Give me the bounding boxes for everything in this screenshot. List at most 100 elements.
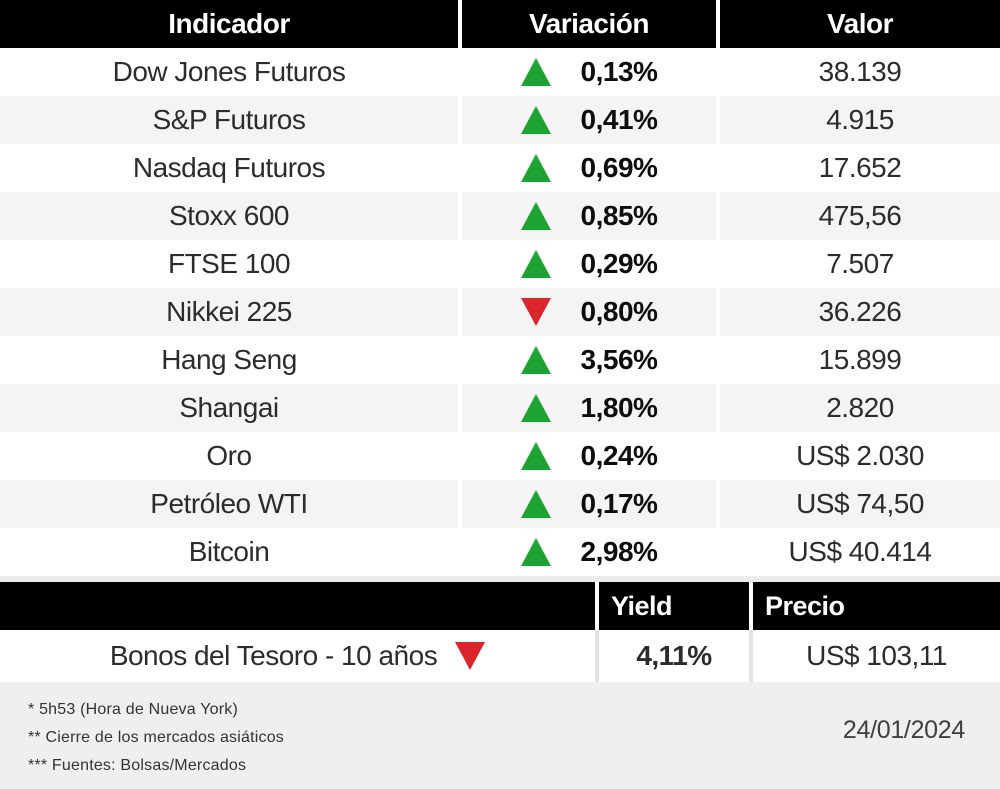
column-separator [595,582,599,630]
table-row: Dow Jones Futuros 0,13% 38.139 [0,48,1000,96]
column-separator [716,0,720,48]
variation-cell: 0,69% [462,144,716,192]
indicator-value: US$ 74,50 [796,488,924,519]
indicator-name: Shangai [179,392,279,423]
variation-value: 0,41% [580,104,658,135]
indicator-name: FTSE 100 [167,248,291,279]
up-triangle-icon [520,538,551,566]
column-separator [716,96,720,144]
variation-cell: 0,13% [462,48,716,96]
down-triangle-icon [520,298,551,326]
indicator-name: Nikkei 225 [166,296,292,327]
header-variacion: Variación [528,8,650,39]
indicator-value: 17.652 [818,152,902,183]
column-separator [749,630,753,682]
indicator-value: 38.139 [818,56,902,87]
column-separator [716,240,720,288]
up-triangle-icon [520,394,551,422]
indicator-name: Petróleo WTI [150,488,308,519]
column-separator [458,288,462,336]
up-triangle-icon [520,346,551,374]
variation-cell: 0,41% [462,96,716,144]
indicator-name: Oro [206,440,252,471]
indicator-value: 475,56 [818,200,902,231]
column-separator [716,528,720,576]
variation-cell: 0,17% [462,480,716,528]
indicator-name: Stoxx 600 [168,200,290,231]
down-triangle-icon [455,642,486,670]
bond-name-cell: Bonos del Tesoro - 10 años [0,630,595,682]
column-separator [458,240,462,288]
header-indicador: Indicador [168,8,290,39]
indicator-value: 4.915 [826,104,894,135]
up-triangle-icon [520,490,551,518]
table-row: FTSE 100 0,29% 7.507 [0,240,1000,288]
indicator-value: 2.820 [826,392,894,423]
indicator-value: 15.899 [818,344,902,375]
variation-value: 0,29% [580,248,658,279]
footnote: ** Cierre de los mercados asiáticos [28,729,284,746]
footer: * 5h53 (Hora de Nueva York) ** Cierre de… [0,682,1000,789]
variation-value: 2,98% [580,536,658,567]
header-valor: Valor [827,8,893,39]
variation-value: 0,80% [580,296,658,327]
variation-cell: 3,56% [462,336,716,384]
indicator-name: Hang Seng [161,344,297,375]
column-separator [458,144,462,192]
variation-value: 3,56% [580,344,658,375]
column-separator [716,288,720,336]
footnote: * 5h53 (Hora de Nueva York) [28,701,238,718]
column-separator [749,582,753,630]
table-row: Shangai 1,80% 2.820 [0,384,1000,432]
up-triangle-icon [520,58,551,86]
column-separator [458,336,462,384]
footnote: *** Fuentes: Bolsas/Mercados [28,757,247,774]
main-table-header: Indicador Variación Valor [0,0,1000,48]
indicator-name: Nasdaq Futuros [132,152,326,183]
variation-value: 0,69% [580,152,658,183]
column-separator [458,384,462,432]
variation-cell: 0,24% [462,432,716,480]
main-table-body: Dow Jones Futuros 0,13% 38.139 S&P Futuro… [0,48,1000,576]
column-separator [458,192,462,240]
column-separator [458,480,462,528]
variation-cell: 0,29% [462,240,716,288]
date-label: 24/01/2024 [842,716,965,744]
table-row: Nikkei 225 0,80% 36.226 [0,288,1000,336]
bond-price-value: US$ 103,11 [806,640,947,671]
indicator-name: Bitcoin [188,536,270,567]
variation-cell: 2,98% [462,528,716,576]
column-separator [595,630,599,682]
variation-value: 0,24% [580,440,658,471]
bond-name: Bonos del Tesoro - 10 años [109,640,438,671]
indicator-value: 7.507 [826,248,894,279]
column-separator [458,432,462,480]
up-triangle-icon [520,106,551,134]
table-row: Stoxx 600 0,85% 475,56 [0,192,1000,240]
up-triangle-icon [520,442,551,470]
column-separator [716,336,720,384]
variation-cell: 0,85% [462,192,716,240]
indicator-name: S&P Futuros [152,104,306,135]
column-separator [458,528,462,576]
indicator-value: US$ 40.414 [788,536,932,567]
up-triangle-icon [520,154,551,182]
column-separator [458,48,462,96]
table-row: Bitcoin 2,98% US$ 40.414 [0,528,1000,576]
header-precio: Precio [765,590,845,621]
table-row: Oro 0,24% US$ 2.030 [0,432,1000,480]
variation-value: 0,13% [580,56,658,87]
bond-yield-value: 4,11% [636,640,712,671]
variation-value: 0,85% [580,200,658,231]
table-row: S&P Futuros 0,41% 4.915 [0,96,1000,144]
up-triangle-icon [520,250,551,278]
header-empty [0,582,595,630]
column-separator [716,48,720,96]
column-separator [716,384,720,432]
table-row: Petróleo WTI 0,17% US$ 74,50 [0,480,1000,528]
bonds-table-header: Yield Precio [0,582,1000,630]
variation-value: 1,80% [580,392,658,423]
indicator-value: US$ 2.030 [796,440,924,471]
indicator-name: Dow Jones Futuros [112,56,346,87]
